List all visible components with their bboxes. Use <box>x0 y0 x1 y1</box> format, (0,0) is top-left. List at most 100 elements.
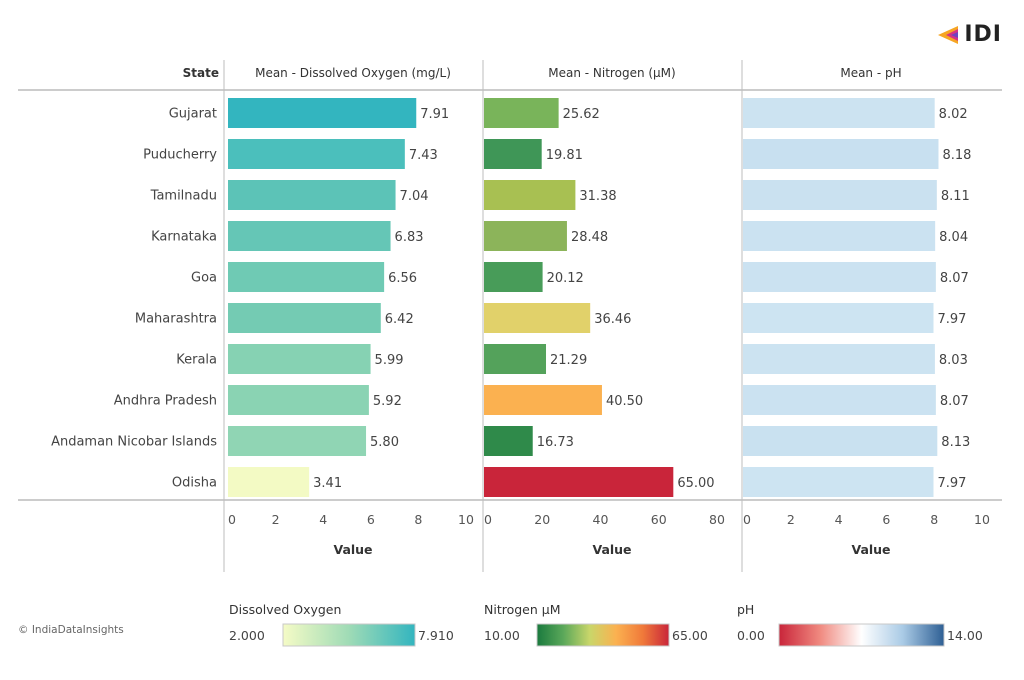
row-label: Goa <box>191 271 217 286</box>
x-tick-label: 8 <box>414 512 422 527</box>
x-tick-label: 2 <box>272 512 280 527</box>
panel-title-1: Mean - Nitrogen (µM) <box>548 66 675 80</box>
bar <box>228 262 385 292</box>
bar <box>228 180 396 210</box>
x-tick-label: 4 <box>319 512 327 527</box>
x-tick-label: 6 <box>882 512 890 527</box>
x-tick-label: 6 <box>367 512 375 527</box>
x-tick-label: 0 <box>743 512 751 527</box>
bar <box>743 303 934 333</box>
data-label: 40.50 <box>606 394 643 409</box>
legend-title: Dissolved Oxygen <box>229 602 341 617</box>
bar <box>743 385 936 415</box>
legend-min-label: 10.00 <box>484 628 520 643</box>
copyright-text: © IndiaDataInsights <box>18 624 124 636</box>
data-label: 28.48 <box>571 230 608 245</box>
data-label: 8.02 <box>939 107 968 122</box>
bar <box>484 139 542 169</box>
data-label: 8.13 <box>941 435 970 450</box>
data-label: 5.80 <box>370 435 399 450</box>
x-tick-label: 10 <box>974 512 990 527</box>
x-tick-label: 20 <box>534 512 550 527</box>
x-tick-label: 4 <box>835 512 843 527</box>
bar <box>743 221 936 251</box>
row-label: Maharashtra <box>135 312 217 327</box>
data-label: 36.46 <box>594 312 631 327</box>
bar <box>228 303 381 333</box>
bar <box>743 180 937 210</box>
bar <box>484 262 543 292</box>
bar <box>484 180 576 210</box>
data-label: 7.97 <box>937 312 966 327</box>
bar <box>228 385 369 415</box>
data-label: 20.12 <box>547 271 584 286</box>
row-header: State <box>183 66 219 80</box>
bar <box>228 98 417 128</box>
row-label: Gujarat <box>169 107 217 122</box>
row-label: Odisha <box>172 476 217 491</box>
bar <box>484 221 567 251</box>
bar <box>743 426 938 456</box>
legend-title: pH <box>737 602 754 617</box>
bar <box>228 344 371 374</box>
x-tick-label: 40 <box>593 512 609 527</box>
row-label: Karnataka <box>151 230 217 245</box>
data-label: 31.38 <box>579 189 616 204</box>
legend-max-label: 7.910 <box>418 628 454 643</box>
x-tick-label: 2 <box>787 512 795 527</box>
data-label: 5.99 <box>375 353 404 368</box>
brand-logo: IDI <box>938 22 1002 47</box>
x-tick-label: 8 <box>930 512 938 527</box>
data-label: 25.62 <box>563 107 600 122</box>
x-axis-label: Value <box>333 542 372 557</box>
data-label: 8.07 <box>940 394 969 409</box>
bar <box>228 139 405 169</box>
x-tick-label: 60 <box>651 512 667 527</box>
bar <box>484 98 559 128</box>
x-axis-label: Value <box>851 542 890 557</box>
idi-logo-icon <box>938 25 959 44</box>
data-label: 21.29 <box>550 353 587 368</box>
legend-gradient-bar <box>536 623 670 647</box>
x-tick-label: 10 <box>458 512 474 527</box>
data-label: 6.56 <box>388 271 417 286</box>
legend-max-label: 14.00 <box>947 628 983 643</box>
row-label: Andhra Pradesh <box>114 394 217 409</box>
data-label: 6.83 <box>395 230 424 245</box>
brand-text: IDI <box>964 22 1002 47</box>
bar <box>228 426 367 456</box>
panel-title-0: Mean - Dissolved Oxygen (mg/L) <box>255 66 451 80</box>
data-label: 8.03 <box>939 353 968 368</box>
row-label: Tamilnadu <box>150 189 217 204</box>
row-label: Puducherry <box>143 148 217 163</box>
data-label: 8.18 <box>943 148 972 163</box>
bar <box>484 385 602 415</box>
bar <box>743 262 936 292</box>
x-axis-label: Value <box>592 542 631 557</box>
bar <box>484 426 533 456</box>
data-label: 7.97 <box>937 476 966 491</box>
data-label: 65.00 <box>677 476 714 491</box>
row-label: Kerala <box>176 353 217 368</box>
legend-title: Nitrogen µM <box>484 602 561 617</box>
legend-max-label: 65.00 <box>672 628 708 643</box>
bar <box>484 467 674 497</box>
x-tick-label: 80 <box>709 512 725 527</box>
x-tick-label: 0 <box>484 512 492 527</box>
panel-title-2: Mean - pH <box>840 66 901 80</box>
row-label: Andaman Nicobar Islands <box>51 435 217 450</box>
bar <box>228 221 391 251</box>
x-tick-label: 0 <box>228 512 236 527</box>
data-label: 8.04 <box>939 230 968 245</box>
data-label: 8.07 <box>940 271 969 286</box>
legend-gradient-bar <box>778 623 945 647</box>
data-label: 19.81 <box>546 148 583 163</box>
bar <box>228 467 310 497</box>
data-label: 7.43 <box>409 148 438 163</box>
legend-min-label: 0.00 <box>737 628 765 643</box>
bar <box>743 344 935 374</box>
data-label: 8.11 <box>941 189 970 204</box>
bar <box>743 139 939 169</box>
bar <box>743 98 935 128</box>
